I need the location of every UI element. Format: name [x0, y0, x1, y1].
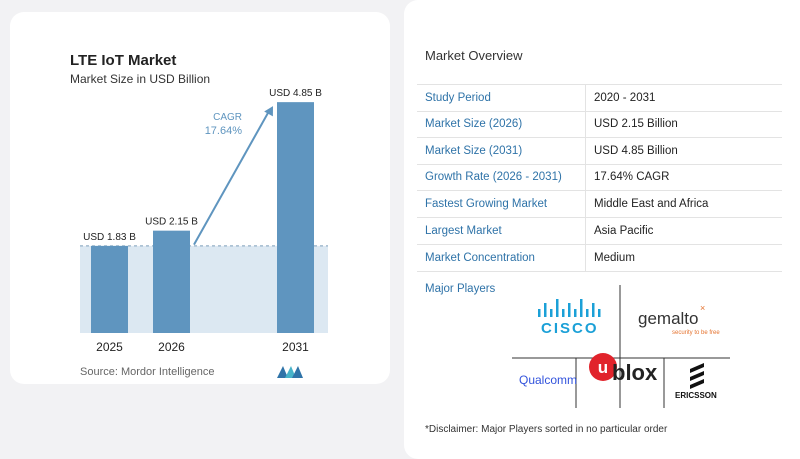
cisco-bars-icon — [538, 299, 601, 317]
x-tick-2026: 2026 — [158, 340, 185, 354]
x-tick-2025: 2025 — [96, 340, 123, 354]
overview-row-divider — [585, 85, 586, 111]
bar-2031 — [277, 102, 314, 333]
overview-row-divider — [585, 164, 586, 191]
overview-row: Growth Rate (2026 - 2031) 17.64% CAGR — [417, 164, 782, 192]
x-tick-2031: 2031 — [282, 340, 309, 354]
overview-row: Study Period 2020 - 2031 — [417, 84, 782, 112]
overview-row: Largest Market Asia Pacific — [417, 218, 782, 245]
overview-row-label: Market Size (2031) — [425, 144, 523, 157]
overview-row-divider — [585, 244, 586, 271]
cisco-logo: CISCO — [541, 320, 599, 337]
svg-text:u: u — [598, 358, 608, 377]
cagr-arrow-head-icon — [264, 106, 273, 117]
data-label-2026: USD 2.15 B — [145, 217, 198, 228]
data-label-2025: USD 1.83 B — [83, 232, 136, 243]
data-label-2031: USD 4.85 B — [269, 88, 322, 99]
overview-row-divider — [585, 110, 586, 137]
ericsson-logo: ERICSSON — [675, 391, 717, 400]
ublox-u-icon: u — [589, 353, 617, 381]
overview-row-label: Fastest Growing Market — [425, 198, 548, 211]
major-players-label: Major Players — [425, 283, 496, 295]
cagr-label: CAGR — [213, 112, 242, 123]
disclaimer: *Disclaimer: Major Players sorted in no … — [425, 424, 668, 435]
overview-row-value: 2020 - 2031 — [594, 92, 656, 104]
bar-chart: USD 1.83 B 2025 USD 2.15 B 2026 USD 4.85 B 20… — [80, 88, 328, 354]
qualcomm-logo: Qualcomm — [519, 373, 578, 387]
overview-row-label: Growth Rate (2026 - 2031) — [425, 171, 562, 184]
overview-row-value: USD 4.85 Billion — [594, 144, 678, 157]
bar-2025 — [91, 245, 128, 333]
overview-row-value: Asia Pacific — [594, 225, 654, 237]
ublox-logo: blox — [612, 360, 658, 385]
overview-card — [404, 0, 800, 459]
ericsson-mark-icon — [690, 363, 704, 389]
overview-row-value: USD 2.15 Billion — [594, 117, 678, 130]
overview-row: Market Size (2031) USD 4.85 Billion — [417, 137, 782, 165]
gemalto-tagline: security to be free — [672, 330, 720, 336]
cagr-arrow-icon — [193, 110, 270, 246]
overview-row-divider — [585, 137, 586, 164]
overview-row-value: Medium — [594, 251, 635, 264]
chart-title: LTE IoT Market — [70, 52, 177, 69]
chart-subtitle: Market Size in USD Billion — [70, 72, 211, 86]
mordor-logo-icon — [277, 366, 303, 378]
players-grid — [512, 285, 730, 408]
gemalto-x-icon: × — [700, 303, 706, 313]
bar-2026 — [153, 230, 190, 333]
overview-row: Market Size (2026) USD 2.15 Billion — [417, 110, 782, 138]
overview-row-label: Largest Market — [425, 225, 502, 237]
gemalto-logo: gemalto — [638, 309, 699, 328]
overview-row-label: Study Period — [425, 92, 491, 104]
overview-row-label: Market Size (2026) — [425, 117, 523, 130]
overview-row-value: 17.64% CAGR — [594, 171, 670, 184]
cagr-value: 17.64% — [205, 125, 243, 137]
overview-row-divider — [585, 191, 586, 218]
overview-row-divider — [585, 218, 586, 244]
overview-row-label: Market Concentration — [425, 251, 535, 264]
overview-row: Fastest Growing Market Middle East and Af… — [417, 191, 782, 219]
overview-row-value: Middle East and Africa — [594, 198, 709, 211]
source-note: Source: Mordor Intelligence — [80, 366, 215, 378]
overview-title: Market Overview — [425, 48, 523, 63]
overview-row: Market Concentration Medium — [417, 244, 782, 272]
